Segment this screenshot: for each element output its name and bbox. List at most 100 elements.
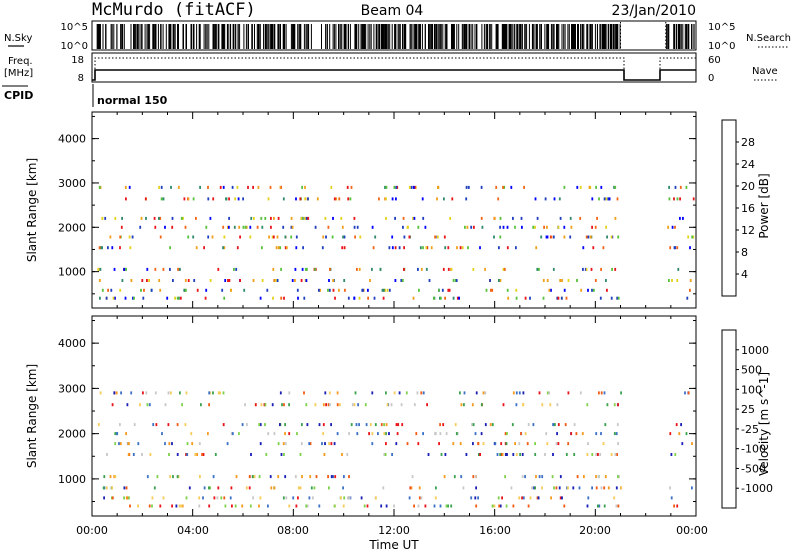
scatter-cell (207, 235, 210, 239)
scatter-cell (674, 185, 677, 189)
colorbar-tick-label: 25 (741, 403, 755, 416)
scatter-cell (535, 475, 537, 479)
scatter-cell (137, 504, 139, 508)
scatter-cell (417, 442, 420, 446)
scatter-cell (506, 225, 509, 229)
scatter-cell (284, 432, 286, 436)
date-title: 23/Jan/2010 (612, 3, 696, 19)
scatter-cell (238, 225, 241, 229)
scatter-cell (318, 504, 321, 508)
scatter-cell (124, 296, 127, 300)
scatter-cell (284, 475, 287, 479)
y-tick-label: 2000 (58, 221, 86, 234)
scatter-cell (300, 279, 303, 282)
scatter-cell (119, 442, 122, 446)
scatter-cell (518, 496, 521, 500)
scatter-cell (405, 391, 408, 395)
scatter-cell (385, 442, 387, 446)
scatter-cell (679, 216, 681, 220)
scatter-cell (281, 403, 283, 407)
scatter-cell (356, 267, 358, 271)
scatter-cell (395, 442, 398, 446)
scatter-cell (277, 216, 280, 220)
scatter-cell (305, 216, 308, 220)
scatter-cell (288, 391, 291, 395)
scatter-cell (595, 475, 597, 479)
scatter-cell (325, 403, 327, 407)
scatter-cell (522, 403, 525, 407)
scatter-cell (600, 432, 602, 436)
scatter-cell (535, 246, 538, 250)
scatter-cell (284, 423, 286, 427)
scatter-cell (290, 225, 293, 229)
scatter-cell (267, 504, 269, 508)
nave-tick-low: 0 (708, 73, 714, 84)
scatter-cell (499, 225, 501, 229)
scatter-cell (212, 391, 214, 395)
scatter-cell (284, 246, 287, 250)
scatter-cell (350, 185, 353, 189)
scatter-cell (343, 496, 346, 500)
scatter-cell (169, 391, 172, 395)
scatter-cell (505, 504, 508, 508)
scatter-cell (452, 279, 455, 282)
scatter-cell (674, 246, 677, 250)
scatter-cell (673, 197, 675, 201)
scatter-cell (559, 475, 562, 479)
scatter-cell (520, 432, 522, 436)
scatter-cell (388, 288, 391, 292)
scatter-cell (209, 391, 212, 395)
scatter-cell (512, 391, 515, 395)
scatter-cell (572, 486, 575, 490)
scatter-cell (304, 185, 306, 189)
scatter-cell (603, 486, 606, 490)
scatter-cell (553, 197, 556, 201)
scatter-cell (341, 246, 344, 250)
scatter-cell (371, 432, 374, 436)
scatter-cell (418, 288, 420, 292)
scatter-cell (587, 235, 590, 239)
scatter-cell (591, 288, 593, 292)
nave-label: Nave (752, 66, 778, 77)
scatter-cell (410, 185, 413, 189)
scatter-cell (99, 391, 102, 395)
x-tick-label-2: 08:00 (277, 524, 309, 537)
scatter-cell (334, 475, 337, 479)
scatter-cell (422, 432, 424, 436)
scatter-cell (168, 453, 170, 456)
scatter-cell (336, 432, 339, 436)
scatter-cell (212, 197, 215, 201)
y-tick-label: 3000 (58, 382, 86, 395)
scatter-cell (140, 216, 143, 220)
scatter-cell (453, 475, 456, 479)
scatter-cell (692, 197, 695, 201)
scatter-cell (538, 391, 541, 395)
scatter-cell (474, 475, 477, 479)
scatter-cell (155, 423, 158, 427)
scatter-cell (152, 423, 155, 427)
scatter-cell (282, 442, 285, 446)
scatter-cell (148, 504, 151, 508)
scatter-cell (198, 496, 201, 500)
nsky-tick-low: 10^0 (61, 41, 88, 52)
scatter-cell (360, 496, 363, 500)
scatter-cell (273, 486, 276, 490)
scatter-cell (196, 453, 198, 456)
scatter-cell (324, 391, 327, 395)
scatter-cell (244, 225, 247, 229)
scatter-cell (569, 216, 572, 220)
scatter-cell (106, 453, 108, 456)
scatter-cell (579, 216, 582, 220)
scatter-cell (518, 442, 521, 446)
scatter-cell (341, 225, 344, 229)
scatter-cell (383, 288, 385, 292)
scatter-cell (126, 403, 129, 407)
scatter-cell (439, 296, 442, 300)
scatter-cell (532, 423, 535, 427)
y-tick-label: 4000 (58, 133, 86, 146)
scatter-cell (687, 391, 690, 395)
scatter-cell (336, 391, 339, 395)
scatter-cell (128, 235, 131, 239)
scatter-cell (565, 453, 568, 456)
scatter-cell (425, 267, 428, 271)
